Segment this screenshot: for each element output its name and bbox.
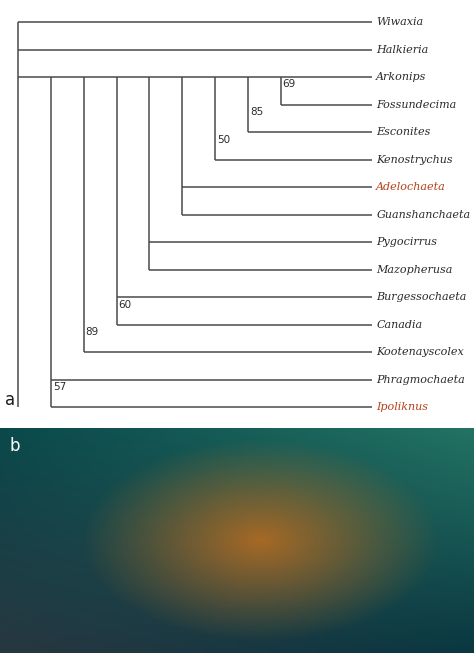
Text: 69: 69 [283, 80, 296, 89]
Text: Halkieria: Halkieria [376, 44, 428, 55]
Text: 85: 85 [250, 107, 263, 117]
Text: 50: 50 [217, 135, 230, 144]
Text: b: b [9, 437, 20, 454]
Text: 60: 60 [118, 300, 132, 310]
Text: a: a [5, 390, 15, 409]
Text: Fossundecima: Fossundecima [376, 100, 456, 110]
Text: Burgessochaeta: Burgessochaeta [376, 293, 467, 302]
Text: Mazopherusa: Mazopherusa [376, 264, 453, 275]
Text: Canadia: Canadia [376, 320, 422, 330]
Text: Phragmochaeta: Phragmochaeta [376, 375, 465, 385]
Text: Kootenayscolex: Kootenayscolex [376, 347, 464, 357]
Text: Arkonips: Arkonips [376, 72, 427, 82]
Text: Pygocirrus: Pygocirrus [376, 237, 438, 247]
Text: Guanshanchaeta: Guanshanchaeta [376, 210, 470, 219]
Text: Ipoliknus: Ipoliknus [376, 402, 428, 413]
Text: Adelochaeta: Adelochaeta [376, 182, 446, 192]
Text: 57: 57 [53, 382, 66, 392]
Text: Esconites: Esconites [376, 127, 431, 137]
Text: 89: 89 [86, 327, 99, 337]
Text: Wiwaxia: Wiwaxia [376, 17, 423, 27]
Text: Kenostrychus: Kenostrychus [376, 155, 453, 165]
